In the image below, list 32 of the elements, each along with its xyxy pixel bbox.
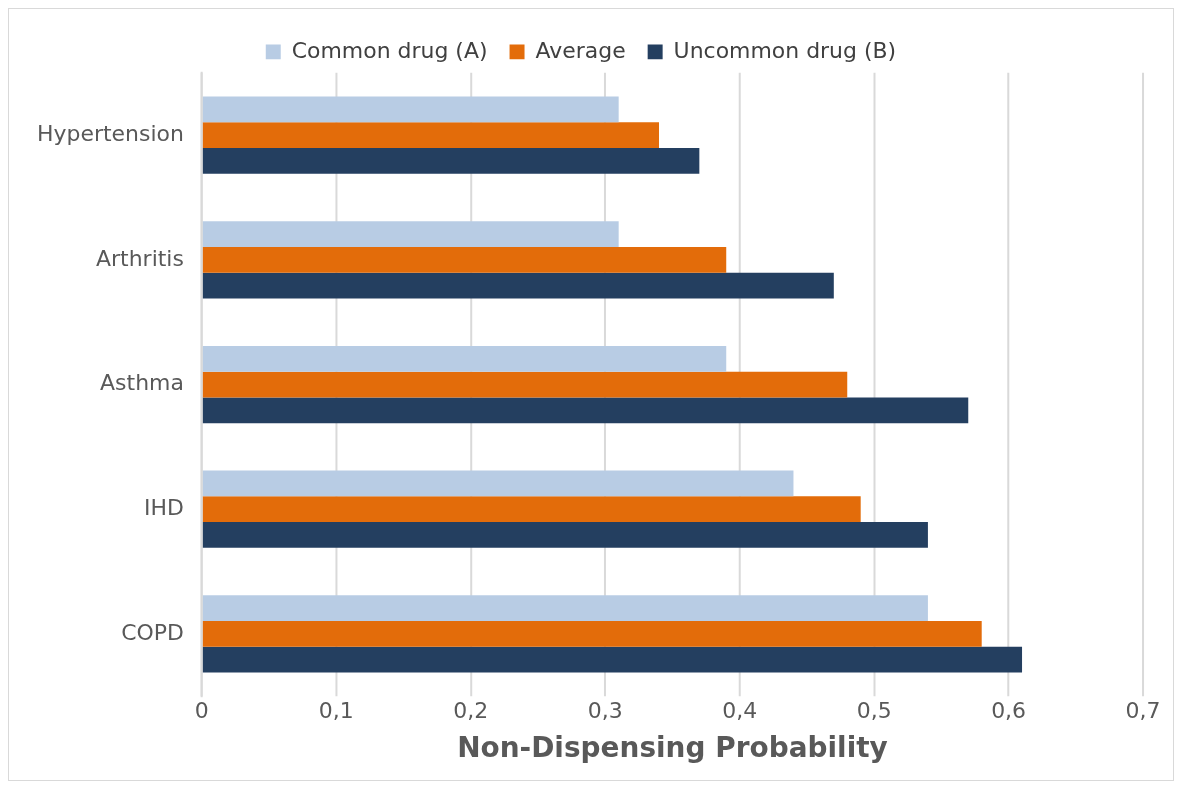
x-tick-label: 0,4 [722, 698, 758, 724]
legend-label: Uncommon drug (B) [673, 37, 897, 63]
bar [202, 272, 834, 299]
x-tick-label: 0,3 [587, 698, 623, 724]
bar [202, 122, 660, 149]
bar [202, 246, 727, 273]
y-tick-label: COPD [121, 619, 184, 645]
x-tick-label: 0,6 [991, 698, 1027, 724]
bar [202, 371, 848, 398]
bar [202, 221, 619, 247]
y-tick-label: IHD [144, 494, 184, 520]
x-tick-label: 0,5 [856, 698, 892, 724]
x-tick-label: 0,1 [318, 698, 354, 724]
bar [202, 470, 794, 497]
y-tick-label: Hypertension [37, 120, 184, 146]
bar [202, 397, 969, 424]
bar [202, 496, 861, 523]
bar [202, 345, 727, 372]
legend-label: Common drug (A) [291, 37, 488, 63]
x-tick-label: 0,7 [1125, 698, 1161, 724]
y-tick-label: Asthma [100, 370, 184, 396]
legend-label: Average [535, 37, 626, 63]
x-tick-label: 0,2 [453, 698, 489, 724]
bar [202, 96, 619, 123]
bar [202, 595, 928, 621]
bar [202, 148, 700, 174]
bar [202, 621, 982, 647]
bar [202, 522, 928, 548]
bar [202, 646, 1023, 673]
x-tick-label: 0 [194, 698, 209, 724]
y-tick-label: Arthritis [96, 245, 184, 271]
x-axis-title: Non-Dispensing Probability [457, 730, 888, 764]
